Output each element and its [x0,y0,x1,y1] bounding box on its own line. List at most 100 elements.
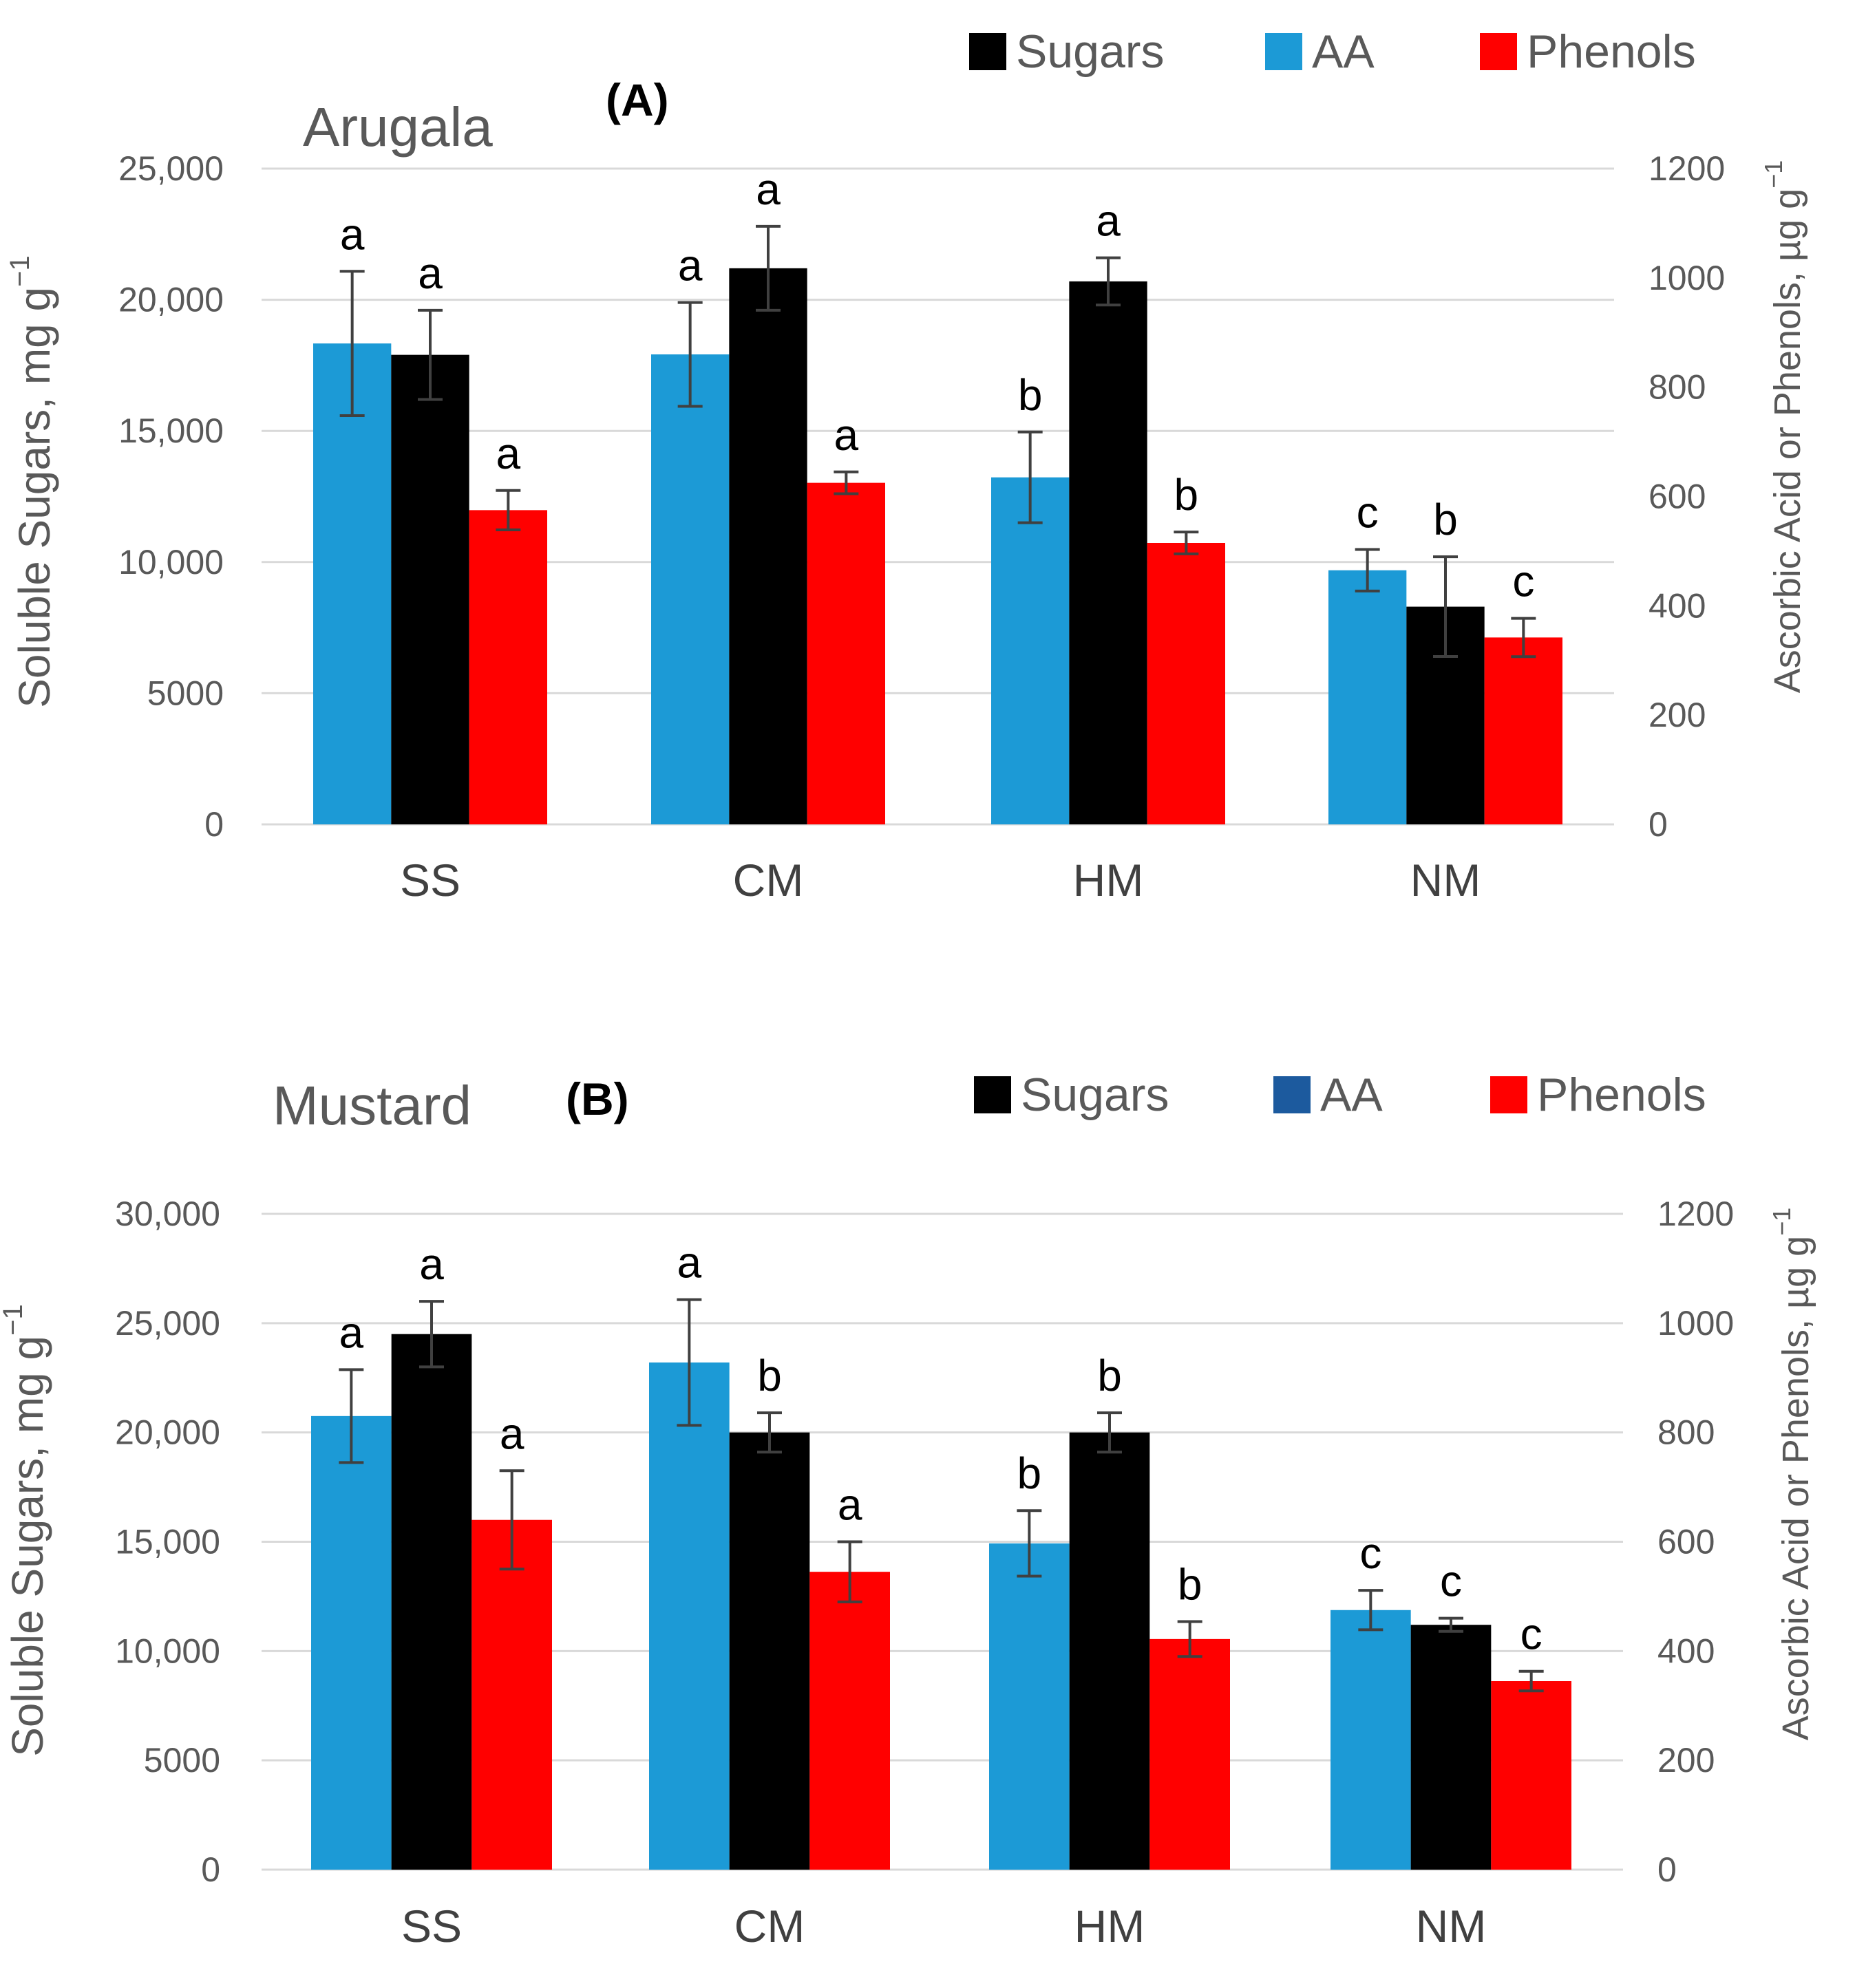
bar-phenols-cm [809,1572,890,1870]
y-left-axis-title: Soluble Sugars, mg g−1 [0,1304,52,1757]
significance-letter: a [1096,196,1121,246]
bar-aa-ss [311,1415,392,1870]
bar-aa-cm [651,354,730,824]
x-category-label: CM [733,855,804,906]
y-left-axis-title-text: Soluble Sugars, mg g [10,287,59,708]
y-left-tick-label: 20,000 [118,281,224,319]
significance-letter: a [756,164,781,214]
legend-label-aa: AA [1312,25,1375,78]
significance-letter: a [340,209,365,259]
y-left-tick-label: 30,000 [115,1195,220,1233]
bar-aa-nm [1331,1610,1411,1870]
y-right-tick-label: 800 [1649,368,1706,407]
chart-panel-arugala: 0 5000 10,000 15,000 20,000 25,000 0 200 400 600 8… [5,25,1808,906]
y-left-axis-title: Soluble Sugars, mg g−1 [5,255,59,708]
significance-letter: b [1097,1351,1122,1400]
y-right-tick-label: 1000 [1657,1304,1734,1343]
y-right-tick-label: 200 [1649,696,1706,734]
significance-letter: b [757,1351,782,1400]
y-right-tick-label: 200 [1657,1741,1715,1779]
x-category-label: CM [734,1901,805,1952]
y-left-axis-title-text: Soluble Sugars, mg g [3,1336,52,1757]
significance-letter: b [1178,1559,1202,1609]
y-left-tick-label: 0 [201,1850,220,1889]
y-right-tick-label: 400 [1657,1632,1715,1670]
y-left-tick-label: 15,000 [118,412,224,450]
bar-aa-hm [989,1543,1070,1870]
y-left-tick-label: 5000 [144,1741,220,1779]
y-right-axis-title: Ascorbic Acid or Phenols, µg g−1 [1759,160,1808,694]
significance-letter: c [1520,1610,1543,1659]
legend-label-sugars: Sugars [1016,25,1164,78]
significance-letter: b [1018,370,1043,420]
bar-phenols-ss [471,1519,552,1870]
bar-sugars-hm [1069,281,1147,824]
y-right-tick-label: 1200 [1657,1195,1734,1233]
significance-letter: c [1359,1528,1381,1578]
y-left-tick-label: 25,000 [115,1304,220,1343]
bar-aa-cm [649,1362,730,1870]
legend-swatch-sugars [974,1076,1011,1113]
bar-phenols-nm [1484,637,1562,824]
y-left-axis-title-superscript: −1 [5,255,35,287]
legend-swatch-aa [1273,1076,1311,1113]
significance-letter: b [1433,495,1458,544]
chart-title: Mustard [273,1075,471,1136]
significance-letter: a [339,1307,364,1357]
x-category-label: HM [1074,1901,1145,1952]
y-left-tick-label: 0 [204,805,224,844]
legend-swatch-phenols [1480,33,1517,70]
significance-letter: a [500,1409,524,1458]
bar-aa-ss [313,343,392,825]
y-right-axis-title-text: Ascorbic Acid or Phenols, µg g [1767,189,1808,693]
significance-letter: c [1440,1557,1462,1606]
legend-swatch-phenols [1490,1076,1527,1113]
y-left-tick-label: 15,000 [115,1523,220,1561]
chart-panel-mustard: 0 5000 10,000 15,000 20,000 25,000 30,000 0 200 4… [0,1069,1816,1952]
significance-letter: a [677,1238,702,1287]
y-left-tick-label: 25,000 [118,149,224,188]
x-category-label: SS [400,855,460,906]
significance-letter: a [418,248,443,298]
y-left-axis-title-superscript: −1 [0,1304,28,1336]
y-right-tick-label: 800 [1657,1413,1715,1452]
bar-phenols-nm [1491,1681,1571,1870]
bar-phenols-hm [1149,1638,1230,1870]
bar-sugars-hm [1069,1432,1150,1870]
y-right-axis-title-superscript: −1 [1759,160,1788,189]
bar-sugars-ss [391,354,469,824]
significance-letter: c [1512,557,1534,606]
bar-phenols-ss [469,510,547,824]
x-category-label: NM [1416,1901,1487,1952]
significance-letter: a [834,410,859,460]
y-right-tick-label: 600 [1657,1523,1715,1561]
x-category-label: NM [1410,855,1481,906]
legend-label-sugars: Sugars [1021,1069,1169,1121]
legend-label-phenols: Phenols [1527,25,1696,78]
bar-sugars-ss [391,1334,472,1870]
legend-label-aa: AA [1320,1069,1383,1121]
bar-phenols-hm [1147,543,1225,824]
y-right-axis-title-text: Ascorbic Acid or Phenols, µg g [1775,1236,1816,1740]
bar-phenols-cm [807,482,885,824]
y-left-tick-label: 5000 [147,674,224,712]
legend-label-phenols: Phenols [1537,1069,1706,1121]
y-right-tick-label: 0 [1649,805,1668,844]
bar-aa-hm [991,477,1070,824]
y-right-tick-label: 400 [1649,586,1706,625]
y-right-axis-title-superscript: −1 [1768,1208,1796,1236]
y-left-tick-label: 20,000 [115,1413,220,1452]
y-right-axis-title: Ascorbic Acid or Phenols, µg g−1 [1768,1208,1816,1741]
significance-letter: a [838,1480,862,1530]
x-category-label: SS [401,1901,462,1952]
y-right-tick-label: 0 [1657,1850,1677,1889]
legend-swatch-sugars [969,33,1006,70]
significance-letter: a [419,1239,444,1289]
significance-letter: a [678,241,703,290]
y-left-tick-label: 10,000 [118,543,224,581]
bar-sugars-cm [729,1432,810,1870]
bar-aa-nm [1328,570,1407,824]
bar-sugars-cm [729,268,807,825]
